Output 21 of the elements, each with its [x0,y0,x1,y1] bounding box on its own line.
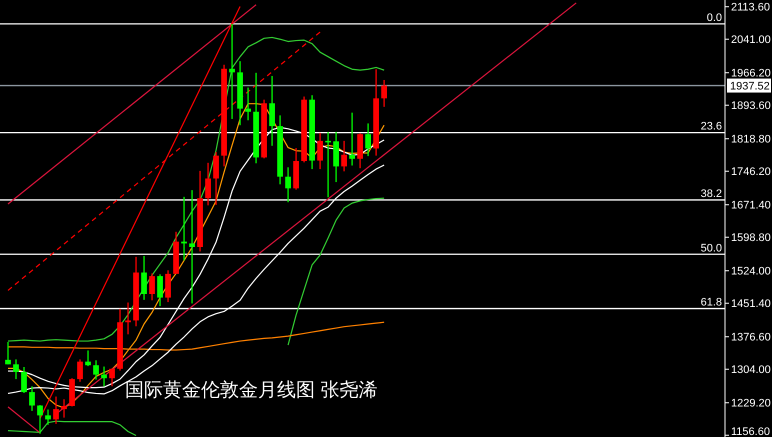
y-tick-label: 1746.20 [731,166,771,178]
annotation: 国际黄金伦敦金月线图 张尧浠 [125,380,378,401]
y-tick-label: 2113.60 [731,2,770,14]
y-tick-label: 1818.80 [731,134,771,146]
y-tick-label: 1304.00 [731,364,771,376]
y-tick-label: 2041.00 [731,34,771,46]
y-tick-label: 1524.00 [731,266,771,278]
annotation: 38.2 [700,188,722,200]
annotation: 0.0 [706,12,722,24]
y-tick-label: 1671.40 [731,200,771,212]
annotation: 23.6 [700,120,722,133]
y-tick-label: 1966.20 [731,68,771,80]
y-tick-label: 1156.60 [731,426,770,437]
ref-line-label: 1937.52 [730,80,770,93]
y-tick-label: 1376.60 [731,332,771,344]
y-tick-label: 1229.20 [731,398,771,410]
y-tick-label: 1451.40 [731,298,771,310]
annotation: 50.0 [700,242,722,254]
y-tick-label: 1893.60 [731,100,771,112]
annotation: 61.8 [700,296,722,309]
y-tick-label: 1598.80 [731,232,771,244]
